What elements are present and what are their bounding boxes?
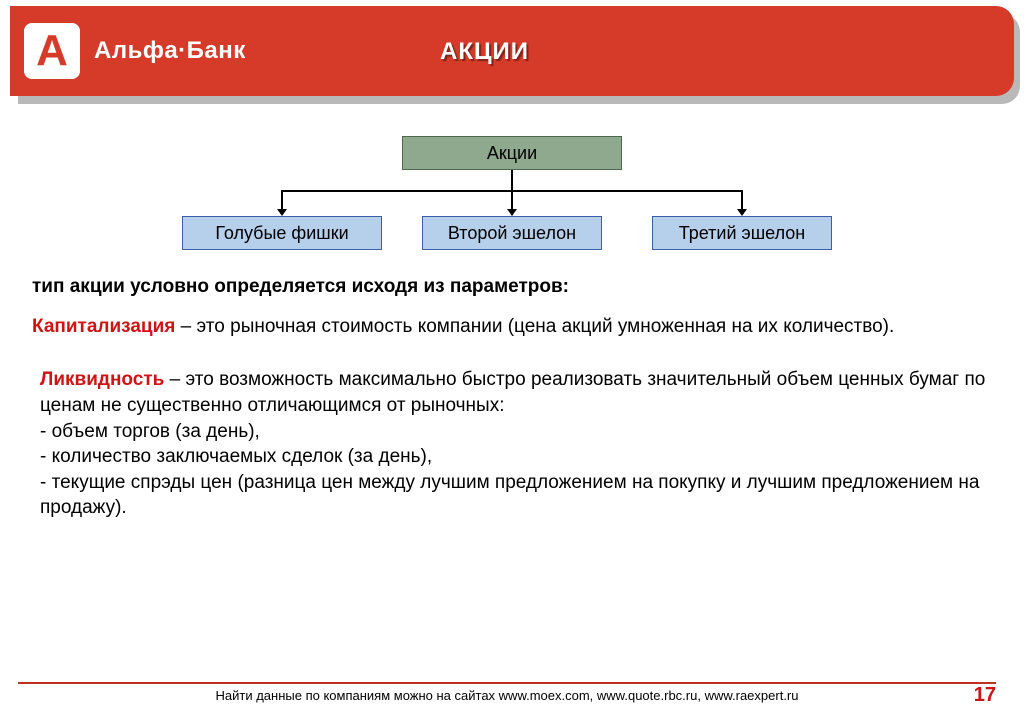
header-bar: A Альфа·Банк АКЦИИ	[10, 6, 1014, 96]
connector-line	[741, 190, 743, 210]
connector-line	[281, 190, 283, 210]
connector-line	[511, 190, 513, 210]
slide-footer: Найти данные по компаниям можно на сайта…	[18, 682, 996, 703]
arrow-down-icon	[277, 209, 287, 216]
footer-divider	[18, 682, 996, 684]
liquidity-body-line: – это возможность максимально быстро реа…	[164, 369, 985, 390]
liquidity-body-line: - объем торгов (за день),	[40, 419, 998, 445]
hierarchy-diagram: Акции Голубые фишки Второй эшелон Третий эш…	[122, 136, 902, 266]
liquidity-body-line: - количество заключаемых сделок (за день…	[40, 444, 998, 470]
diagram-child-node: Третий эшелон	[652, 216, 832, 250]
liquidity-body-line: - текущие спрэды цен (разница цен между …	[40, 470, 998, 521]
diagram-root-node: Акции	[402, 136, 622, 170]
page-number: 17	[974, 684, 996, 707]
liquidity-body-line: ценам не существенно отличающимся от рын…	[40, 393, 998, 419]
brand-logo: A	[24, 23, 80, 79]
brand-name: Альфа·Банк	[94, 37, 246, 65]
capitalization-paragraph: Капитализация – это рыночная стоимость к…	[32, 314, 998, 340]
slide-title: АКЦИИ	[440, 38, 529, 66]
term-liquidity: Ликвидность	[40, 369, 164, 390]
diagram-child-node: Голубые фишки	[182, 216, 382, 250]
arrow-down-icon	[507, 209, 517, 216]
slide-header: A Альфа·Банк АКЦИИ	[0, 0, 1024, 96]
connector-line	[511, 170, 513, 190]
logo-letter-icon: A	[36, 29, 68, 73]
liquidity-paragraph: Ликвидность – это возможность максимальн…	[32, 367, 998, 521]
capitalization-body: – это рыночная стоимость компании (цена …	[175, 316, 894, 337]
term-capitalization: Капитализация	[32, 316, 175, 337]
slide-body: тип акции условно определяется исходя из…	[0, 274, 1024, 521]
footer-text: Найти данные по компаниям можно на сайта…	[18, 688, 996, 703]
diagram-child-node: Второй эшелон	[422, 216, 602, 250]
arrow-down-icon	[737, 209, 747, 216]
subheading: тип акции условно определяется исходя из…	[32, 274, 998, 300]
